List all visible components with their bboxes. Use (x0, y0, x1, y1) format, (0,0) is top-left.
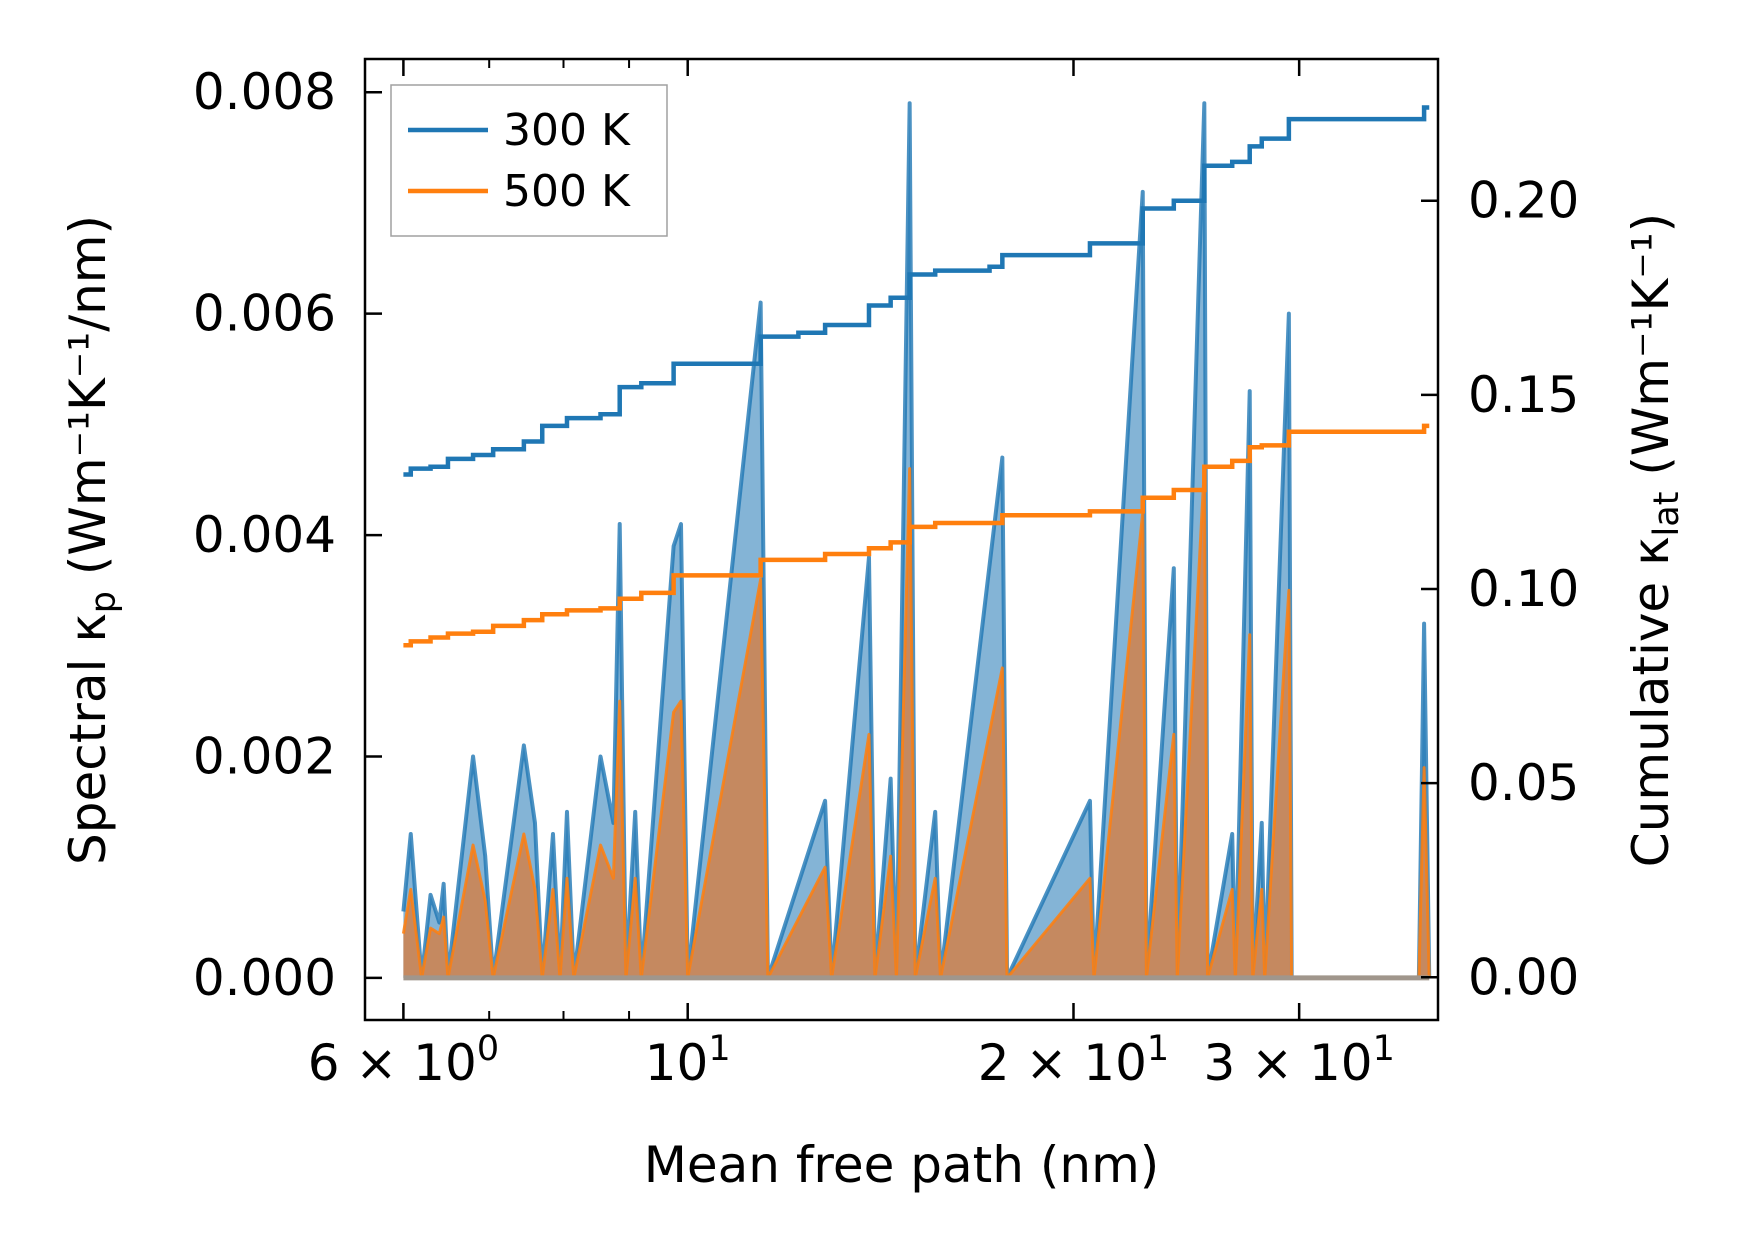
y-left-tick-label: 0.000 (193, 949, 336, 1007)
y-left-axis-title-subscript: p (84, 591, 124, 613)
legend: 300 K 500 K (390, 84, 668, 237)
y-left-axis-title: Spectral κp (Wm⁻¹K⁻¹/nm) (59, 215, 124, 865)
y-right-tick-label: 0.15 (1468, 366, 1579, 424)
cumulative-line-300K (403, 105, 1430, 477)
y-left-tick-label: 0.002 (193, 728, 336, 786)
spectral-fills (401, 101, 1432, 981)
y-right-axis-title-prefix: Cumulative κ (1622, 536, 1680, 867)
x-tick-label: 3 × 101 (1203, 1029, 1394, 1092)
x-tick-label: 2 × 101 (978, 1029, 1169, 1092)
spectral-fill-500K (403, 468, 1430, 978)
x-tick-label-exp: 1 (708, 1029, 730, 1069)
y-right-tick-label: 0.10 (1468, 560, 1579, 618)
x-tick-label-exp: 1 (1147, 1029, 1169, 1069)
x-tick-label-exp: 0 (477, 1029, 499, 1069)
y-right-tick-label: 0.00 (1468, 948, 1579, 1006)
y-left-axis-title-unit: (Wm⁻¹K⁻¹/nm) (59, 215, 117, 591)
y-right-axis-title-unit: (Wm⁻¹K⁻¹) (1622, 213, 1680, 492)
y-left-tick-label: 0.008 (193, 63, 336, 121)
x-tick-label-base: 6 × 10 (308, 1034, 477, 1092)
y-right-tick-label: 0.05 (1468, 754, 1579, 812)
axes: 0.000 0.002 0.004 0.006 0.008 0.00 0.05 0.10 0.1… (59, 57, 1687, 1194)
x-axis-title: Mean free path (nm) (644, 1136, 1160, 1194)
cumulative-line-500K (403, 423, 1430, 648)
x-tick-label: 101 (645, 1029, 731, 1092)
y-left-tick-label: 0.006 (193, 285, 336, 343)
y-left-tick-label: 0.004 (193, 506, 336, 564)
x-tick-label-base: 3 × 10 (1203, 1034, 1372, 1092)
legend-box (390, 84, 668, 237)
x-tick-label-base: 10 (645, 1034, 709, 1092)
y-right-tick-label: 0.20 (1468, 172, 1579, 230)
plot-frame (363, 57, 1440, 1022)
series-lines (403, 105, 1430, 648)
legend-label: 500 K (503, 166, 631, 217)
y-right-axis-title-subscript: lat (1647, 492, 1687, 537)
x-tick-label: 6 × 100 (308, 1029, 499, 1092)
x-tick-label-exp: 1 (1373, 1029, 1395, 1069)
y-left-axis-title-prefix: Spectral κ (59, 613, 117, 865)
legend-label: 300 K (503, 105, 631, 156)
x-tick-label-base: 2 × 10 (978, 1034, 1147, 1092)
y-right-axis-title: Cumulative κlat (Wm⁻¹K⁻¹) (1622, 213, 1687, 867)
